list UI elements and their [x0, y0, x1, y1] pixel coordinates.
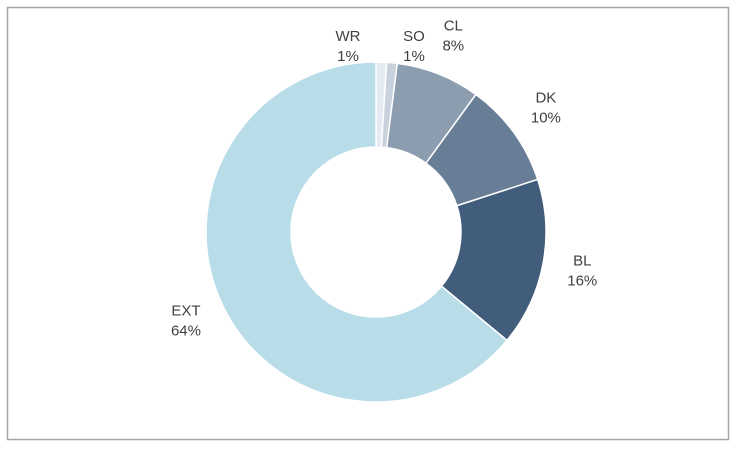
slice-category-label: DK: [535, 90, 556, 107]
donut-slice: [205, 61, 509, 403]
slice-category-label: WR: [336, 28, 361, 45]
slice-category-label: BL: [573, 252, 591, 269]
slice-category-label: EXT: [171, 302, 200, 319]
slice-value-label: 1%: [403, 48, 425, 65]
slice-category-label: SO: [403, 28, 425, 45]
slice-value-label: 64%: [171, 322, 201, 339]
slice-value-label: 10%: [531, 110, 561, 127]
slice-category-label: CL: [444, 18, 463, 35]
slice-value-label: 1%: [337, 48, 359, 65]
slice-value-label: 8%: [442, 38, 464, 55]
slice-value-label: 16%: [567, 272, 597, 289]
